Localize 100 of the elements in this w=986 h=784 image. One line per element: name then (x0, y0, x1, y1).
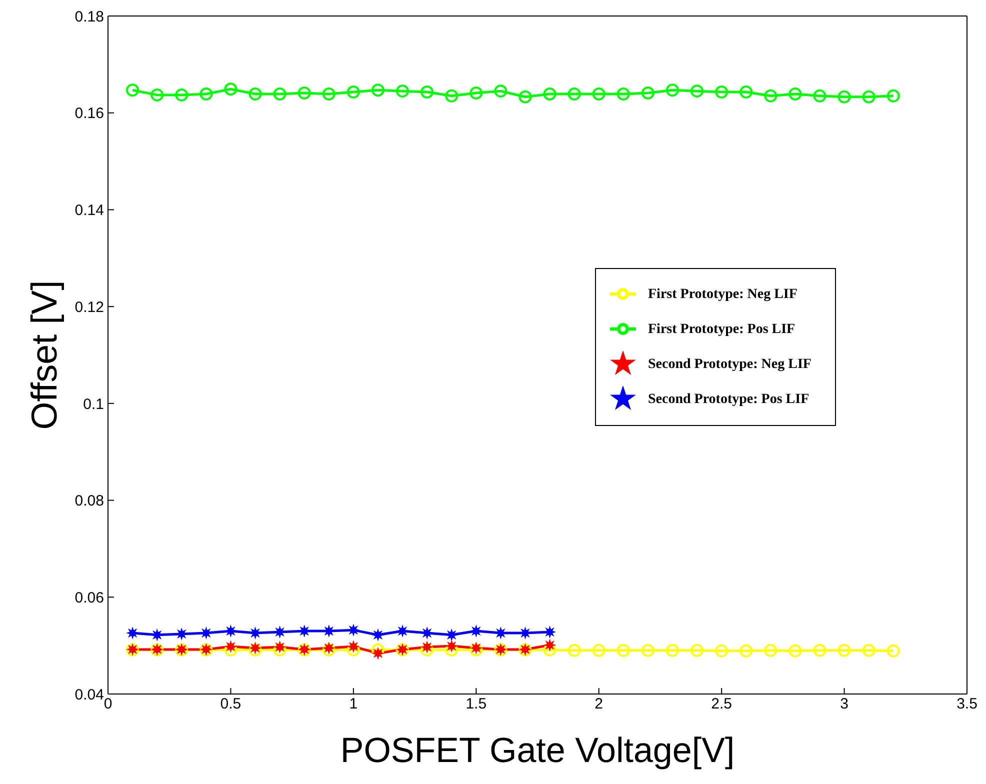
point (126, 626, 140, 640)
y-tick-label: 0.18 (74, 8, 104, 26)
point (150, 88, 164, 102)
point (666, 84, 679, 97)
y-tick-label: 0.08 (74, 492, 104, 510)
point (346, 643, 360, 656)
point (248, 626, 262, 640)
point (298, 624, 311, 638)
point (371, 84, 384, 97)
point (175, 88, 188, 102)
point (346, 640, 360, 654)
point (740, 644, 753, 658)
point (813, 644, 826, 657)
point (200, 87, 213, 100)
point (371, 646, 384, 660)
point (788, 87, 802, 100)
point (862, 644, 876, 657)
point (420, 626, 434, 640)
point (273, 87, 286, 100)
point (740, 86, 753, 99)
x-tick-label: 0.5 (220, 696, 242, 713)
point (641, 86, 654, 100)
y-tick-label: 0.12 (74, 298, 104, 316)
point (592, 87, 606, 100)
point (518, 90, 532, 104)
point (273, 643, 286, 656)
point (445, 628, 458, 642)
point (690, 644, 704, 657)
x-axis-title: POSFET Gate Voltage[V] (340, 731, 735, 770)
point (224, 640, 238, 654)
y-tick-label: 0.16 (74, 105, 104, 122)
y-tick-label: 0.1 (83, 396, 104, 413)
point (518, 626, 532, 640)
point (224, 624, 238, 638)
point (764, 644, 778, 657)
point (838, 644, 851, 657)
point (322, 624, 336, 638)
point (273, 626, 286, 639)
point (764, 89, 778, 102)
point (470, 86, 483, 100)
point (346, 624, 360, 637)
point (568, 644, 581, 657)
point (568, 87, 581, 100)
legend-label: Second Prototype: Neg LIF (648, 357, 812, 372)
point (396, 624, 410, 638)
legend-label: First Prototype: Neg LIF (648, 287, 798, 302)
legend-label: Second Prototype: Pos LIF (648, 392, 810, 407)
point (150, 628, 164, 642)
y-axis-title: Offset [V] (24, 280, 64, 430)
point (592, 644, 606, 657)
point (445, 640, 458, 653)
point (543, 638, 556, 652)
x-tick-label: 1.5 (466, 696, 487, 713)
point (616, 87, 630, 100)
point (543, 626, 556, 639)
point (224, 643, 238, 656)
point (371, 628, 384, 642)
point (494, 626, 508, 640)
point (641, 644, 654, 657)
point (543, 87, 556, 100)
point (862, 90, 876, 104)
point (420, 640, 434, 654)
point (126, 84, 140, 97)
point (666, 644, 679, 657)
x-tick-label: 2.5 (711, 696, 732, 713)
point (445, 89, 458, 102)
point (715, 86, 728, 99)
point (420, 643, 434, 656)
point (690, 84, 704, 98)
point (813, 89, 826, 102)
point (224, 82, 238, 96)
point (838, 90, 851, 104)
point (715, 644, 728, 658)
y-tick-label: 0.04 (74, 686, 104, 704)
point (494, 84, 508, 98)
point (543, 643, 556, 656)
x-tick-label: 1 (349, 696, 358, 713)
x-tick-label: 3 (840, 696, 848, 713)
point (322, 87, 336, 100)
point (616, 644, 630, 657)
point (273, 640, 286, 654)
x-tick-label: 3.5 (956, 696, 978, 713)
point (371, 643, 384, 656)
legend-label: First Prototype: Pos LIF (648, 322, 796, 337)
point (175, 627, 188, 640)
point (886, 89, 900, 102)
point (445, 643, 458, 656)
point (248, 87, 262, 100)
point (420, 86, 434, 99)
x-tick-label: 2 (594, 696, 604, 713)
y-tick-label: 0.06 (74, 589, 104, 606)
point (470, 624, 483, 638)
point (886, 644, 900, 658)
point (200, 626, 213, 640)
y-tick-label: 0.14 (74, 202, 104, 220)
point (788, 644, 802, 658)
point (298, 86, 311, 100)
point (346, 86, 360, 99)
x-tick-label: 0 (104, 696, 112, 713)
point (396, 84, 410, 98)
